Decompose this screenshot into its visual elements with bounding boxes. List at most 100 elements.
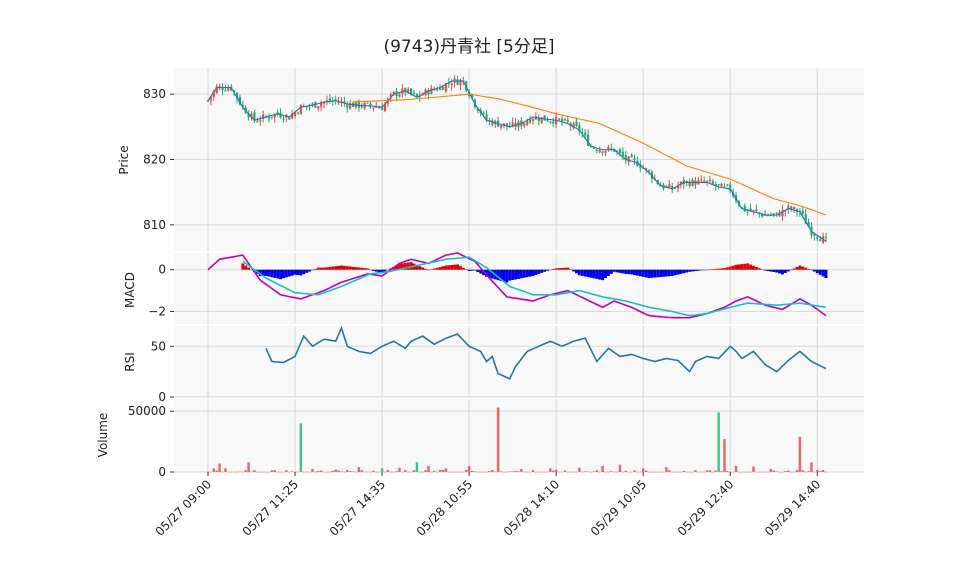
volume-bar xyxy=(604,471,607,473)
macd-histogram-bar xyxy=(479,269,483,274)
volume-bar xyxy=(589,471,593,473)
candle-body xyxy=(685,180,688,183)
volume-bar xyxy=(380,468,384,472)
candle-body xyxy=(792,207,796,210)
volume-bar xyxy=(644,470,648,472)
volume-bar xyxy=(546,471,549,473)
macd-histogram-bar xyxy=(427,269,430,271)
volume-bar xyxy=(758,471,761,473)
volume-bar xyxy=(467,465,471,472)
macd-histogram-bar xyxy=(798,265,802,270)
volume-bar xyxy=(288,471,291,473)
macd-histogram-bar xyxy=(656,269,660,278)
macd-histogram-bar xyxy=(461,267,465,270)
candle-body xyxy=(563,119,566,121)
volume-bar xyxy=(485,471,488,473)
macd-histogram-bar xyxy=(505,269,509,283)
macd-histogram-bar xyxy=(731,265,735,270)
candle-body xyxy=(206,100,210,102)
candle-body xyxy=(392,91,395,95)
macd-histogram-bar xyxy=(621,269,625,274)
macd-tick-label: 0 xyxy=(158,263,166,277)
volume-bar xyxy=(816,469,819,472)
volume-bar xyxy=(505,471,509,473)
macd-histogram-bar xyxy=(499,269,503,281)
candle-body xyxy=(407,88,410,93)
macd-histogram-bar xyxy=(586,269,590,278)
candle-body xyxy=(383,103,387,112)
volume-bar xyxy=(673,471,677,473)
candle-body xyxy=(412,92,416,94)
rsi-axis-label: RSI xyxy=(123,352,137,372)
candle-body xyxy=(645,168,648,170)
volume-bar xyxy=(351,471,355,473)
volume-bar xyxy=(691,471,694,473)
macd-histogram-bar xyxy=(647,269,651,279)
macd-histogram-bar xyxy=(696,269,700,271)
macd-histogram-bar xyxy=(371,269,375,271)
macd-histogram-bar xyxy=(258,269,262,276)
candle-body xyxy=(499,125,503,128)
macd-histogram-bar xyxy=(279,269,282,280)
volume-bar xyxy=(697,471,700,473)
volume-bar xyxy=(549,468,552,472)
candle-body xyxy=(726,184,729,186)
volume-bar xyxy=(418,471,422,473)
volume-bar xyxy=(282,471,285,473)
macd-histogram-bar xyxy=(757,268,761,270)
volume-bar xyxy=(636,471,639,473)
macd-histogram-bar xyxy=(812,269,816,272)
x-tick-label: 05/29 10:05 xyxy=(588,477,650,539)
candle-body xyxy=(212,91,215,98)
macd-histogram-bar xyxy=(786,269,790,272)
candle-body xyxy=(311,103,314,106)
price-ma-short-line xyxy=(207,80,827,242)
candle-body xyxy=(273,113,276,118)
volume-bar xyxy=(607,471,610,473)
macd-histogram-bar xyxy=(281,269,285,279)
candle-body xyxy=(705,180,709,182)
volume-bar xyxy=(679,471,683,473)
volume-bar xyxy=(508,471,511,472)
macd-histogram-bar xyxy=(453,264,457,270)
candle-body xyxy=(470,94,474,99)
macd-histogram-bar xyxy=(601,269,605,281)
volume-bar xyxy=(279,471,282,473)
volume-bar xyxy=(319,470,323,472)
macd-histogram-bar xyxy=(815,269,819,274)
macd-histogram-bar xyxy=(340,265,343,270)
macd-histogram-bar xyxy=(795,267,799,270)
candle-body xyxy=(717,184,720,186)
volume-bar xyxy=(389,471,393,473)
macd-histogram-bar xyxy=(775,269,779,273)
macd-histogram-bar xyxy=(302,269,306,275)
rsi-tick-label: 0 xyxy=(158,390,166,404)
macd-histogram-bar xyxy=(464,269,468,270)
volume-bar xyxy=(717,412,720,472)
macd-histogram-bar xyxy=(708,269,712,270)
volume-bar xyxy=(259,471,262,473)
candle-body xyxy=(584,132,587,136)
macd-histogram-bar xyxy=(374,269,378,272)
macd-histogram-bar xyxy=(752,265,755,270)
candle-body xyxy=(262,114,265,120)
volume-bar xyxy=(575,471,578,473)
candle-body xyxy=(761,213,764,217)
candle-body xyxy=(807,222,810,227)
volume-bar xyxy=(624,470,628,472)
volume-bar xyxy=(787,470,790,472)
candle-body xyxy=(711,181,714,184)
candle-body xyxy=(456,79,459,85)
macd-histogram-bar xyxy=(670,269,674,276)
volume-bar xyxy=(534,471,538,473)
volume-bar xyxy=(256,471,259,473)
macd-histogram-bar xyxy=(664,269,668,277)
candle-body xyxy=(337,101,340,103)
macd-histogram-bar xyxy=(432,268,436,270)
volume-bar xyxy=(322,471,326,473)
macd-histogram-bar xyxy=(322,267,326,270)
macd-histogram-bar xyxy=(662,269,665,277)
macd-histogram-bar xyxy=(746,263,750,270)
volume-panel: Volume xyxy=(96,399,864,472)
candle-body xyxy=(227,88,230,91)
